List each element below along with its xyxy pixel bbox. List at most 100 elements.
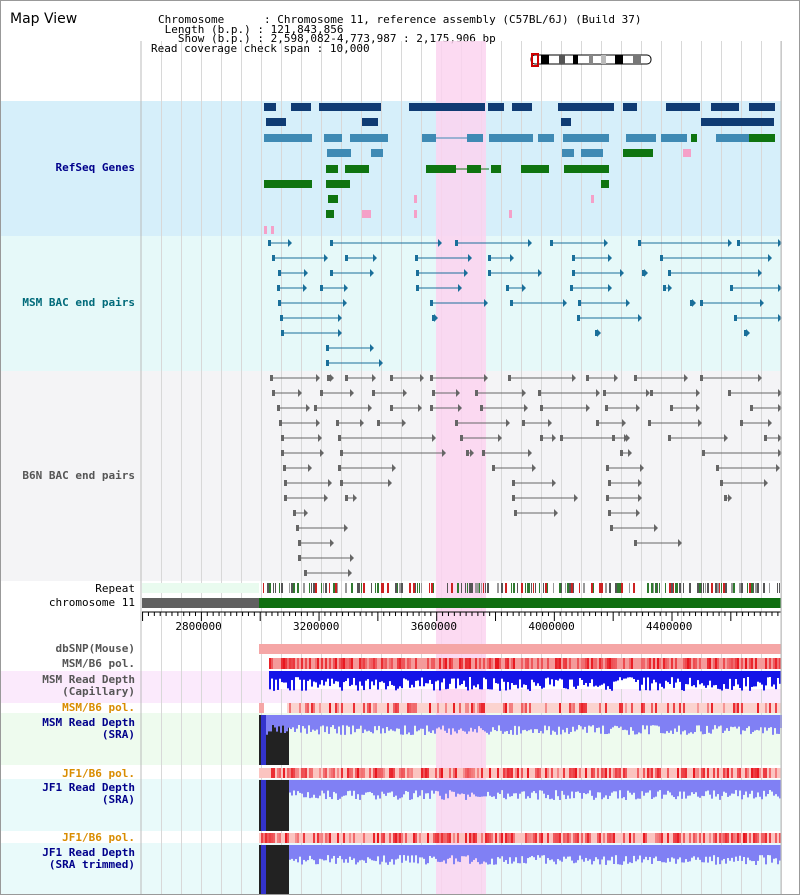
b6n-bac-pair-end	[634, 540, 637, 546]
b6n-bac-pair-end	[350, 554, 354, 562]
capillary-depth-bar	[763, 671, 765, 691]
sra-depth-bar	[326, 715, 328, 727]
repeat-empty-region	[142, 583, 259, 593]
chromosome-gap-region	[142, 598, 259, 608]
capillary-depth-bar	[329, 671, 331, 687]
repeat-element	[303, 583, 305, 593]
capillary-depth-bar	[349, 671, 351, 687]
msm-bac-pair-end	[597, 329, 601, 337]
capillary-depth-bar	[561, 671, 563, 680]
sra-depth-bar	[730, 715, 732, 727]
b6n-bac-pair-end	[622, 419, 626, 427]
jf1-b6-pol-2-cell	[465, 833, 467, 843]
b6n-bac-pair-end	[420, 374, 424, 382]
sra-depth-bar	[488, 715, 490, 735]
sra-depth-bar	[767, 780, 769, 795]
msm-b6-pol-2-cell	[765, 703, 767, 713]
capillary-depth-bar	[761, 671, 763, 685]
refseq-gene	[716, 134, 774, 142]
sra-depth-bar	[673, 845, 675, 859]
sra-depth-bar	[525, 845, 527, 864]
sra-depth-bar	[387, 780, 389, 793]
capillary-depth-bar	[661, 671, 663, 687]
sra-depth-bar	[493, 780, 495, 797]
sra-depth-bar	[505, 780, 507, 800]
length-info: Length (b.p.) : 121,843,856	[164, 23, 344, 36]
refseq-gene	[623, 103, 637, 111]
coverage-key: Read coverage check span	[151, 42, 310, 55]
capillary-depth-bar	[617, 671, 619, 681]
jf1-b6-pol-cell	[439, 768, 441, 778]
sra-depth-bar	[593, 845, 595, 862]
capillary-depth-bar	[475, 671, 477, 688]
sra-depth-bar	[304, 715, 306, 729]
sra-depth-bar	[731, 845, 733, 858]
capillary-depth-bar	[499, 671, 501, 691]
capillary-depth-bar	[469, 671, 471, 678]
b6n-bac-pair-end	[338, 465, 341, 471]
sra-depth-bar	[389, 845, 391, 862]
jf1-b6-pol-cell	[597, 768, 599, 778]
msm-bac-pair-end	[746, 329, 750, 337]
capillary-depth-bar	[583, 671, 585, 685]
capillary-depth-bar	[299, 671, 301, 680]
sra-depth-bar	[729, 780, 731, 796]
sra-depth-bar	[703, 845, 705, 863]
sra-depth-bar	[329, 780, 331, 797]
sra-depth-bar	[593, 780, 595, 800]
sra-depth-bar	[416, 715, 418, 732]
sra-depth-bar	[535, 780, 537, 794]
jf1-b6-pol-cell	[557, 768, 559, 778]
b6n-bac-pair-end	[390, 375, 393, 381]
jf1-b6-pol-2-cell	[381, 833, 383, 843]
sra-depth-bar	[308, 715, 310, 726]
msm-b6-pol-cell	[663, 658, 665, 669]
refseq-gene	[591, 195, 594, 203]
capillary-depth-bar	[309, 671, 311, 680]
b6n-bac-pair-end	[470, 449, 474, 457]
sra-depth-bar	[679, 845, 681, 858]
sra-depth-bar	[761, 780, 763, 800]
jf1-b6-pol-cell	[697, 768, 699, 778]
repeat-element	[517, 583, 518, 593]
repeat-element	[633, 583, 635, 593]
b6n-bac-pair-end	[336, 420, 339, 426]
msm-bac-pair-end	[620, 269, 624, 277]
sra-depth-bar	[435, 845, 437, 859]
msm-bac-pair-end	[288, 239, 292, 247]
sra-depth-bar	[747, 845, 749, 858]
b6n-bac-pair-end	[344, 524, 348, 532]
jf1-b6-pol-label: JF1/B6 pol.	[62, 767, 135, 780]
jf1-b6-pol-cell	[727, 768, 729, 778]
msm-b6-pol-2-cell	[363, 703, 365, 713]
jf1-b6-pol-cell	[469, 768, 471, 778]
jf1-b6-pol-cell	[423, 768, 425, 778]
repeat-element	[297, 583, 299, 593]
msm-bac-pair-end	[326, 360, 329, 366]
jf1-b6-pol-cell	[311, 768, 313, 778]
jf1-b6-pol-cell	[739, 768, 741, 778]
jf1-b6-pol-2-cell	[527, 833, 529, 843]
msm-b6-pol-2-cell	[735, 703, 737, 713]
b6n-bac-pair-end	[540, 405, 543, 411]
sra-depth-bar	[453, 845, 455, 865]
sra-depth-bar	[617, 780, 619, 799]
refseq-gene	[538, 134, 554, 142]
msm-b6-pol-2-cell	[353, 703, 355, 713]
sra-depth-bar	[749, 780, 751, 794]
sra-depth-bar	[533, 845, 535, 858]
capillary-depth-bar	[293, 671, 295, 691]
jf1-b6-pol-cell	[357, 768, 359, 778]
sra-depth-bar	[699, 845, 701, 860]
sra-depth-bar	[553, 780, 555, 800]
msm-bac-pair-end	[668, 270, 671, 276]
chromosome-ideogram[interactable]	[529, 53, 653, 67]
capillary-depth-bar	[409, 671, 411, 688]
sra-depth-bar	[629, 780, 631, 793]
repeat-element	[273, 583, 274, 593]
sra-depth-bar	[407, 845, 409, 856]
msm-b6-pol-2-cell	[573, 703, 575, 713]
sra-depth-bar	[472, 715, 474, 732]
